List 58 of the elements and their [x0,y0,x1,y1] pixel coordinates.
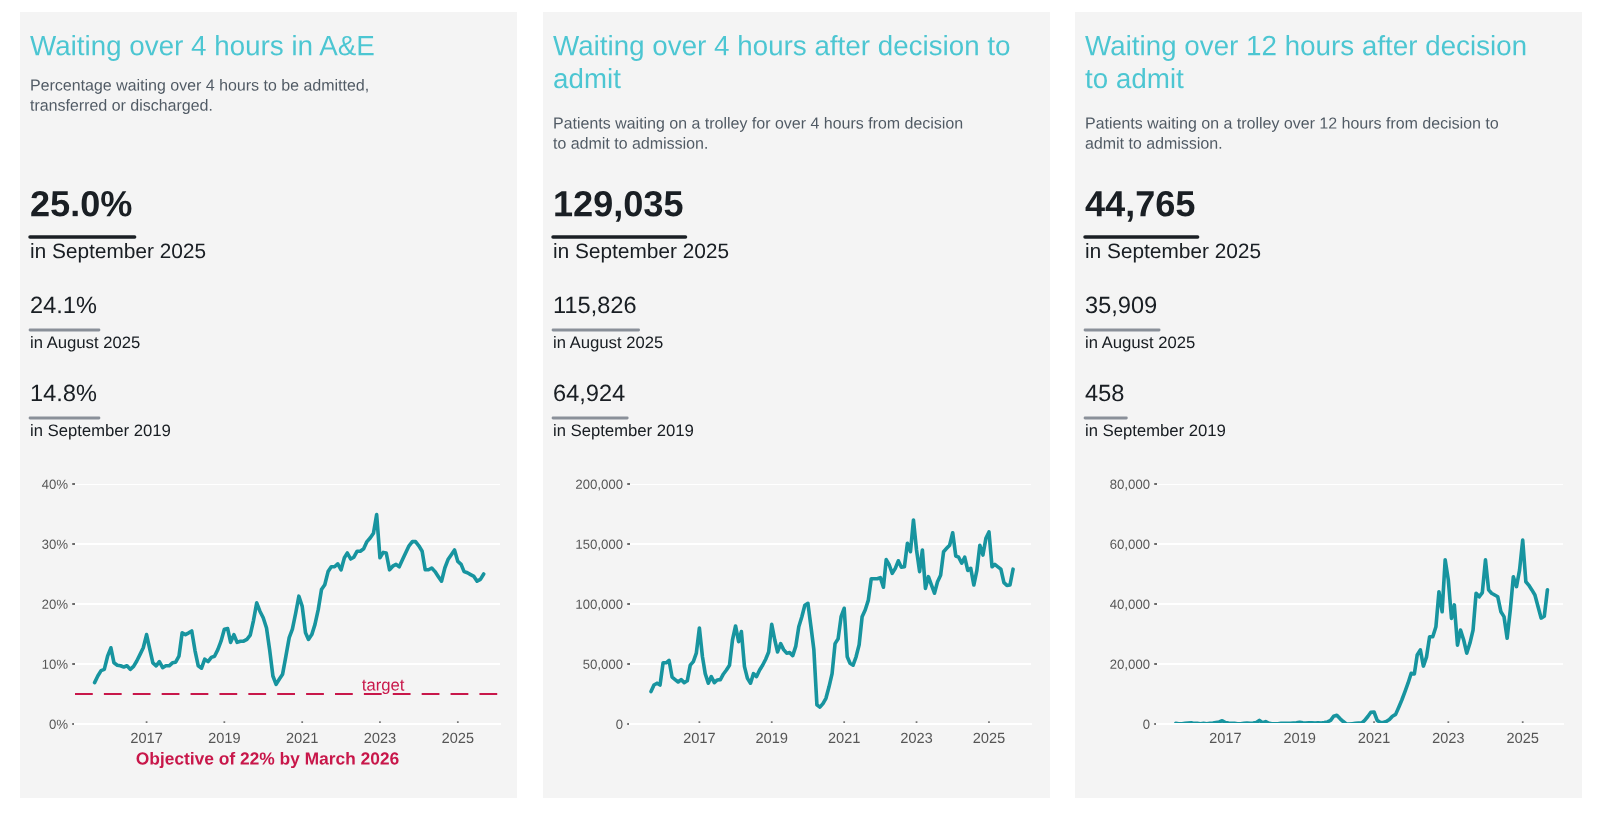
chart-subtitle: Percentage waiting over 4 hours to be admitted, transferred or discharged. [30,79,368,114]
line-series [649,518,1015,710]
x-tick-label: 2023 [364,732,396,744]
y-tick-label: 0 [616,719,623,729]
text: in August 2025 [554,336,663,352]
x-tick-label: 2021 [828,732,860,744]
x-tick-label: 2023 [1432,732,1464,744]
text: in September 2025 [1086,243,1261,263]
y-tick-label: 50,000 [583,659,623,671]
x-tick-label: 2019 [1284,732,1316,744]
x-tick-label: 2025 [973,732,1005,744]
text: in August 2025 [1086,336,1195,352]
chart-title: Waiting over 4 hours in A&E [30,35,374,61]
y-tick-label: 20% [42,599,68,609]
chart-subtitle: Patients waiting on a trolley for over 4 hours from decision to admit to admission. [553,117,963,149]
text: in August 2025 [31,336,140,352]
text: in September 2025 [31,243,206,263]
y-tick-label: 30% [42,539,68,549]
y-tick-label: 150,000 [576,539,623,551]
y-tick-label: 0 [1143,719,1150,729]
text: 458 [1085,384,1124,402]
text: 44,765 [1085,190,1195,222]
x-tick-label: 2017 [131,732,163,744]
ref-line-label: target [362,679,405,694]
x-tick-label: 2025 [1507,732,1539,744]
y-tick-label: 40,000 [1110,599,1150,611]
text: 129,035 [555,190,683,222]
text: 64,924 [554,384,625,405]
x-tick-label: 2019 [756,732,788,744]
y-tick-label: 20,000 [1110,659,1150,671]
line-series [1173,538,1550,724]
y-tick-label: 40% [41,479,68,489]
x-tick-label: 2017 [1209,732,1241,744]
x-tick-label: 2025 [442,732,474,744]
chart-title: Waiting over 12 hours after decision to admit [1085,35,1526,89]
text: 35,909 [1085,296,1157,317]
y-tick-label: 0% [49,719,68,729]
text: in September 2019 [1086,424,1226,440]
text: 24.1% [31,296,97,314]
y-tick-label: 100,000 [576,599,623,611]
x-tick-label: 2017 [683,732,715,744]
text: in September 2019 [31,424,171,440]
y-tick-label: 10% [42,659,68,669]
y-tick-label: 80,000 [1110,479,1150,491]
y-tick-label: 60,000 [1110,539,1150,551]
text: in September 2019 [554,424,694,440]
x-tick-label: 2021 [286,732,318,744]
x-tick-label: 2021 [1358,732,1390,744]
text: 25.0% [31,190,132,217]
chart-subtitle: Patients waiting on a trolley over 12 hours from decision to admit to admission. [1085,117,1499,149]
chart-title: Waiting over 4 hours after decision to admit [553,35,1010,89]
text: Objective of 22% by March 2026 [136,751,399,769]
x-tick-label: 2019 [208,732,240,744]
x-tick-label: 2023 [901,732,933,744]
text: 115,826 [554,296,636,317]
text: 14.8% [31,384,97,402]
y-tick-label: 200,000 [576,479,623,491]
text: in September 2025 [554,243,729,263]
